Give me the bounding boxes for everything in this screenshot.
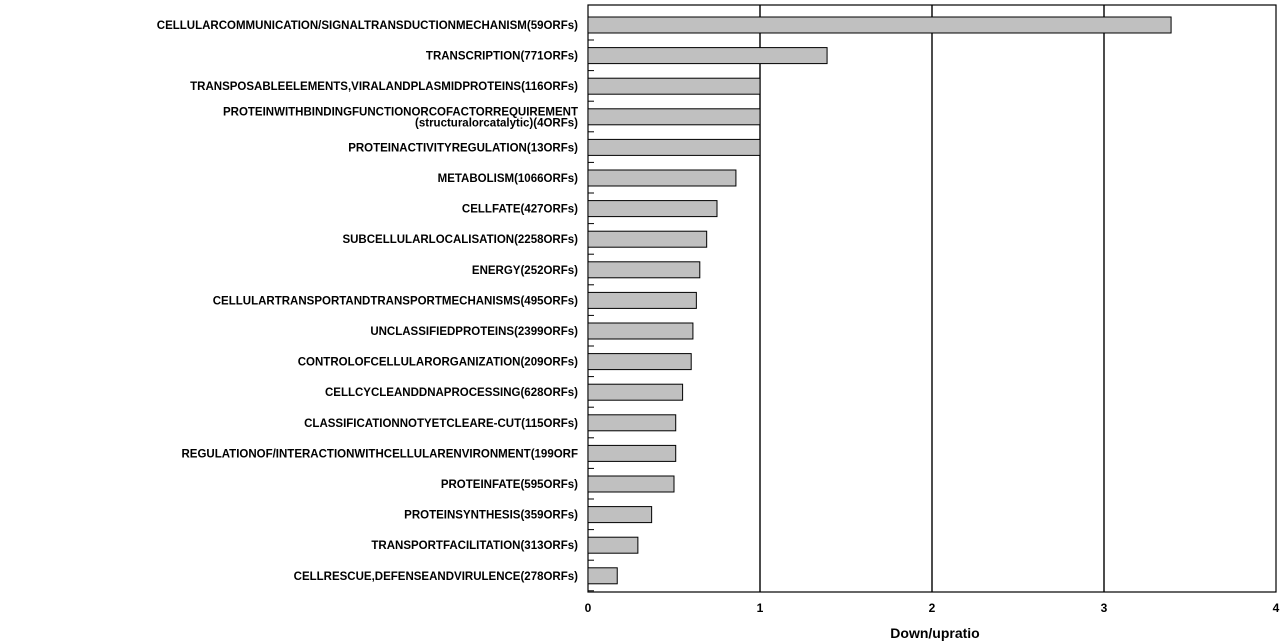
category-label: UNCLASSIFIEDPROTEINS(2399ORFs) [370, 326, 578, 338]
x-tick-label: 4 [1273, 601, 1280, 615]
category-label: TRANSPOSABLEELEMENTS,VIRALANDPLASMIDPROT… [190, 81, 578, 93]
grid-lines [587, 4, 1277, 593]
bar [587, 506, 653, 524]
bar [587, 108, 761, 126]
bar [587, 200, 718, 218]
category-label: CELLRESCUE,DEFENSEANDVIRULENCE(278ORFs) [294, 571, 579, 583]
bar [587, 475, 675, 493]
category-label: CELLFATE(427ORFs) [462, 204, 578, 216]
bar [587, 230, 708, 248]
category-label: CONTROLOFCELLULARORGANIZATION(209ORFs) [298, 357, 578, 369]
bar [587, 169, 737, 187]
x-tick-label: 0 [585, 601, 592, 615]
category-label: ENERGY(252ORFs) [472, 265, 578, 277]
category-label: REGULATIONOF/INTERACTIONWITHCELLULARENVI… [181, 448, 578, 460]
category-label: CELLULARTRANSPORTANDTRANSPORTMECHANISMS(… [213, 295, 578, 307]
category-label: CELLCYCLEANDDNAPROCESSING(628ORFs) [325, 387, 578, 399]
category-label: (structuralorcatalytic)(4ORFs) [415, 117, 578, 129]
bar [587, 567, 618, 585]
category-label: PROTEINACTIVITYREGULATION(13ORFs) [348, 142, 578, 154]
category-label: TRANSPORTFACILITATION(313ORFs) [371, 540, 578, 552]
bar [587, 444, 677, 462]
bar [587, 353, 692, 371]
x-axis-title: Down/upratio [890, 625, 979, 641]
bar [587, 383, 684, 401]
category-labels: CELLULARCOMMUNICATION/SIGNALTRANSDUCTION… [157, 20, 578, 583]
category-label: TRANSCRIPTION(771ORFs) [426, 51, 578, 63]
category-label: SUBCELLULARLOCALISATION(2258ORFs) [342, 234, 578, 246]
category-label: PROTEINFATE(595ORFs) [441, 479, 578, 491]
bar [587, 322, 694, 340]
x-tick-label: 1 [757, 601, 764, 615]
category-label: CELLULARCOMMUNICATION/SIGNALTRANSDUCTION… [157, 20, 578, 32]
bar [587, 77, 761, 95]
bars [587, 16, 1172, 592]
bar [587, 414, 677, 432]
category-label: CLASSIFICATIONNOTYETCLEARE-CUT(115ORFs) [304, 418, 578, 430]
x-tick-labels: 0 1 2 3 4 [585, 601, 1280, 615]
bar [587, 47, 828, 65]
x-tick-label: 2 [929, 601, 936, 615]
bar [587, 16, 1172, 34]
bar [587, 138, 761, 156]
category-label: PROTEINWITHBINDINGFUNCTIONORCOFACTORREQU… [223, 106, 578, 118]
category-label: PROTEINSYNTHESIS(359ORFs) [404, 510, 578, 522]
x-tick-label: 3 [1101, 601, 1108, 615]
bar [587, 291, 697, 309]
bar [587, 536, 639, 554]
bar [587, 261, 701, 279]
category-label: METABOLISM(1066ORFs) [438, 173, 579, 185]
